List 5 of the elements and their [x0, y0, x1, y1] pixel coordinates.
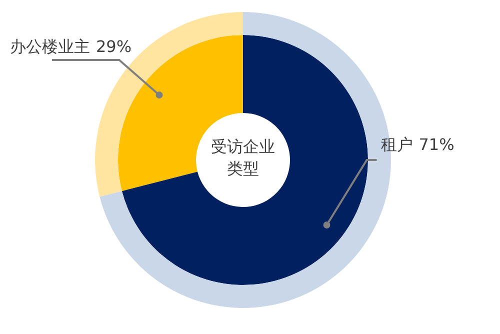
text: 受访企业类型	[211, 137, 275, 178]
slice-label: 办公楼业主	[10, 37, 90, 56]
slice-label: 租户	[380, 134, 413, 154]
data-label: 71%	[418, 134, 454, 154]
data-label: 29%	[96, 37, 132, 56]
